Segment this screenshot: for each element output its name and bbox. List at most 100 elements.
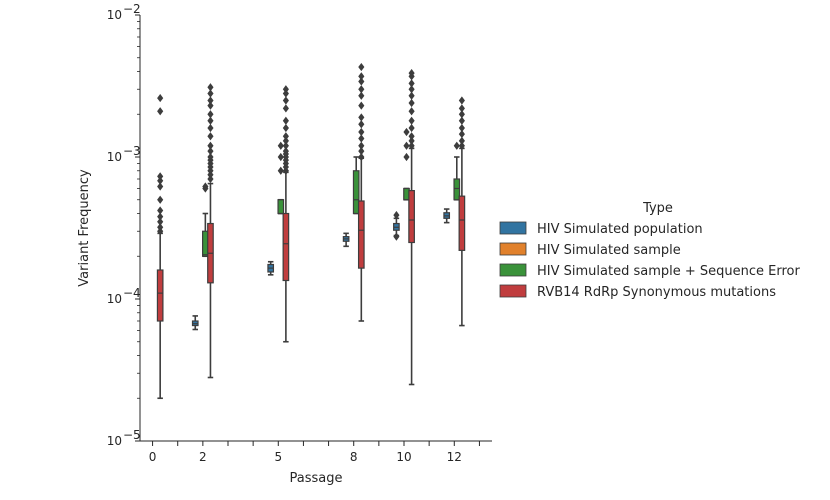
box-group <box>458 96 466 327</box>
outlier-point <box>403 152 410 162</box>
outlier-point <box>207 152 214 162</box>
box-group <box>207 83 214 379</box>
outlier-point <box>157 195 164 204</box>
outlier-point <box>207 141 214 150</box>
outlier-point <box>282 96 289 105</box>
outlier-point <box>207 110 214 119</box>
outlier-point <box>458 136 465 145</box>
outlier-point <box>358 113 365 122</box>
outlier-point <box>282 141 289 150</box>
outlier-point <box>458 96 465 105</box>
outlier-point <box>458 123 465 133</box>
box-group <box>393 210 400 241</box>
outlier-point <box>358 62 365 72</box>
outlier-point <box>458 116 465 125</box>
x-tick-label: 12 <box>447 450 462 464</box>
box <box>156 269 164 322</box>
legend-entry-label: RVB14 RdRp Synonymous mutations <box>537 285 776 300</box>
outlier-point <box>358 127 365 137</box>
outlier-point <box>282 147 289 156</box>
x-tick-label: 8 <box>350 450 358 464</box>
box <box>453 178 461 201</box>
outlier-point <box>202 182 209 191</box>
y-tick-label: 10 <box>107 150 122 164</box>
outlier-point <box>277 141 284 150</box>
outlier-point <box>358 91 365 100</box>
y-axis-title: Variant Frequency <box>77 169 92 287</box>
outlier-point <box>358 77 365 86</box>
box-group <box>453 141 461 201</box>
outlier-point <box>207 101 214 110</box>
y-tick-label: 10 <box>107 292 122 306</box>
box <box>458 195 466 251</box>
outlier-point <box>157 217 164 226</box>
outlier-point <box>358 85 365 94</box>
outlier-point <box>207 132 214 141</box>
outlier-point <box>157 182 164 191</box>
outlier-point <box>157 107 164 116</box>
outlier-point <box>157 176 164 185</box>
outlier-point <box>408 79 415 88</box>
box <box>408 189 415 244</box>
outlier-point <box>282 136 289 145</box>
legend-entry-label: HIV Simulated population <box>537 222 703 237</box>
outlier-point <box>207 147 214 156</box>
box-group <box>403 127 410 201</box>
box-group <box>277 141 285 215</box>
legend-swatch <box>499 284 527 298</box>
outlier-point <box>277 152 284 162</box>
box-group <box>156 93 164 400</box>
box <box>277 199 285 215</box>
y-tick-label-exponent: −4 <box>123 286 141 300</box>
y-tick-label-exponent: −5 <box>123 428 141 442</box>
box-group <box>282 85 290 343</box>
outlier-point <box>282 89 289 98</box>
outlier-point <box>157 212 164 221</box>
legend: Type HIV Simulated population HIV Simulat… <box>499 201 800 300</box>
outlier-point <box>393 210 400 220</box>
outlier-point <box>282 123 289 133</box>
box-group <box>267 260 275 276</box>
outlier-point <box>277 166 284 175</box>
outlier-point <box>358 147 365 156</box>
outlier-point <box>157 223 164 232</box>
outlier-point <box>408 136 415 145</box>
outlier-point <box>358 141 365 150</box>
outlier-point <box>453 141 460 150</box>
outlier-point <box>358 134 365 143</box>
box-group <box>342 232 350 248</box>
outlier-point <box>157 172 164 181</box>
outlier-point <box>358 152 365 162</box>
box <box>357 200 365 269</box>
axes: 10 −510 −410 −310 −20 2 5 8 10 12 <box>107 2 492 464</box>
outlier-point <box>282 132 289 141</box>
plot-area <box>156 62 466 400</box>
x-tick-label: 10 <box>396 450 411 464</box>
outlier-point <box>458 110 465 119</box>
outlier-point <box>157 93 164 103</box>
outlier-point <box>408 91 415 100</box>
outlier-point <box>408 116 415 125</box>
outlier-point <box>207 174 214 184</box>
legend-entry-label: HIV Simulated sample <box>537 243 681 258</box>
outlier-point <box>408 141 415 150</box>
outlier-point <box>358 101 365 110</box>
y-tick-label-exponent: −2 <box>123 2 141 16</box>
outlier-point <box>207 116 214 125</box>
box <box>352 170 360 215</box>
legend-title: Type <box>642 201 673 216</box>
outlier-point <box>282 85 289 94</box>
outlier-point <box>408 68 415 78</box>
x-tick-label: 2 <box>199 450 207 464</box>
outlier-point <box>282 116 289 125</box>
box-group <box>357 62 365 322</box>
outlier-point <box>403 141 410 150</box>
legend-swatch <box>499 221 527 235</box>
outlier-point <box>393 232 400 241</box>
outlier-point <box>458 129 465 139</box>
outlier-point <box>408 85 415 94</box>
y-tick-label-exponent: −3 <box>123 144 141 158</box>
outlier-point <box>358 120 365 129</box>
legend-entry-label: HIV Simulated sample + Sequence Error <box>537 264 800 279</box>
